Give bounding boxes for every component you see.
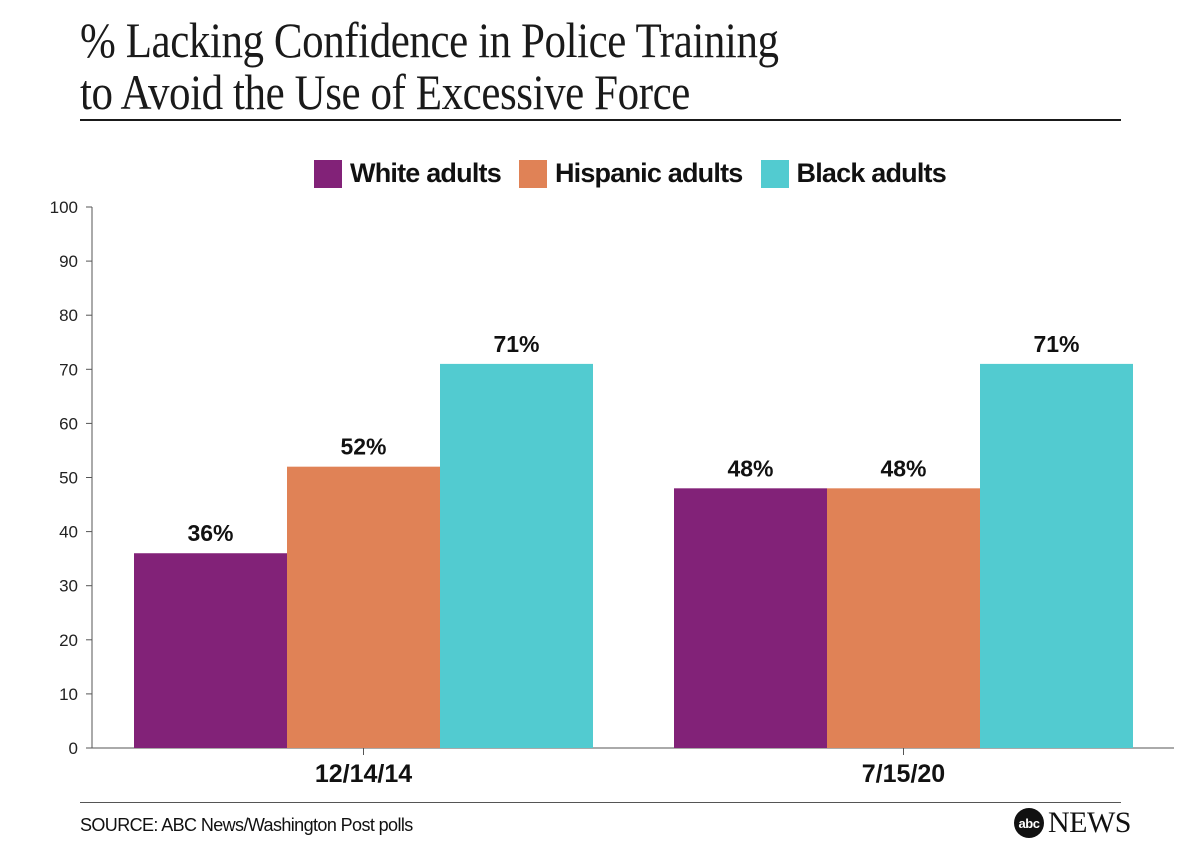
bar-value-label: 48% bbox=[727, 455, 773, 481]
legend-swatch-black bbox=[760, 159, 789, 188]
x-tick-label: 12/14/14 bbox=[315, 760, 412, 788]
y-tick-label: 20 bbox=[59, 631, 78, 650]
y-tick-label: 80 bbox=[59, 306, 78, 325]
abc-news-logo: abc NEWS bbox=[1014, 806, 1132, 840]
bar-value-label: 71% bbox=[1033, 331, 1079, 357]
y-tick-label: 10 bbox=[59, 685, 78, 704]
x-tick-label: 7/15/20 bbox=[862, 760, 945, 788]
bar bbox=[440, 363, 593, 748]
title-divider bbox=[80, 119, 1121, 121]
legend-swatch-white bbox=[314, 159, 343, 188]
y-tick-label: 60 bbox=[59, 414, 78, 433]
bar bbox=[980, 363, 1133, 748]
chart-title: % Lacking Confidence in Police Training … bbox=[80, 14, 992, 118]
legend-label-black: Black adults bbox=[796, 158, 947, 188]
bar-value-label: 52% bbox=[340, 434, 386, 460]
legend-item-black: Black adults bbox=[760, 158, 947, 189]
abc-logo-mark: abc bbox=[1014, 808, 1044, 838]
legend-item-hispanic: Hispanic adults bbox=[518, 158, 743, 189]
legend-label-white: White adults bbox=[350, 158, 502, 188]
title-line-1: % Lacking Confidence in Police Training bbox=[80, 12, 779, 68]
y-tick-label: 50 bbox=[59, 469, 78, 488]
y-tick-label: 0 bbox=[69, 739, 78, 758]
bar bbox=[134, 553, 287, 748]
legend-swatch-hispanic bbox=[518, 159, 547, 188]
title-line-2: to Avoid the Use of Excessive Force bbox=[80, 64, 690, 120]
source-note: SOURCE: ABC News/Washington Post polls bbox=[80, 815, 413, 835]
legend: White adults Hispanic adults Black adult… bbox=[30, 158, 1200, 189]
legend-item-white: White adults bbox=[314, 158, 502, 189]
legend-label-hispanic: Hispanic adults bbox=[554, 158, 743, 188]
bar bbox=[827, 488, 980, 748]
y-tick-label: 70 bbox=[59, 360, 78, 379]
abc-logo-word: NEWS bbox=[1048, 806, 1132, 839]
footer-divider bbox=[80, 802, 1121, 803]
bar bbox=[287, 466, 440, 748]
bar bbox=[674, 488, 827, 748]
y-tick-label: 100 bbox=[50, 198, 78, 217]
bar-value-label: 36% bbox=[187, 520, 233, 546]
bar-value-label: 71% bbox=[493, 331, 539, 357]
y-tick-label: 90 bbox=[59, 252, 78, 271]
bar-value-label: 48% bbox=[880, 455, 926, 481]
y-tick-label: 40 bbox=[59, 523, 78, 542]
y-tick-label: 30 bbox=[59, 577, 78, 596]
